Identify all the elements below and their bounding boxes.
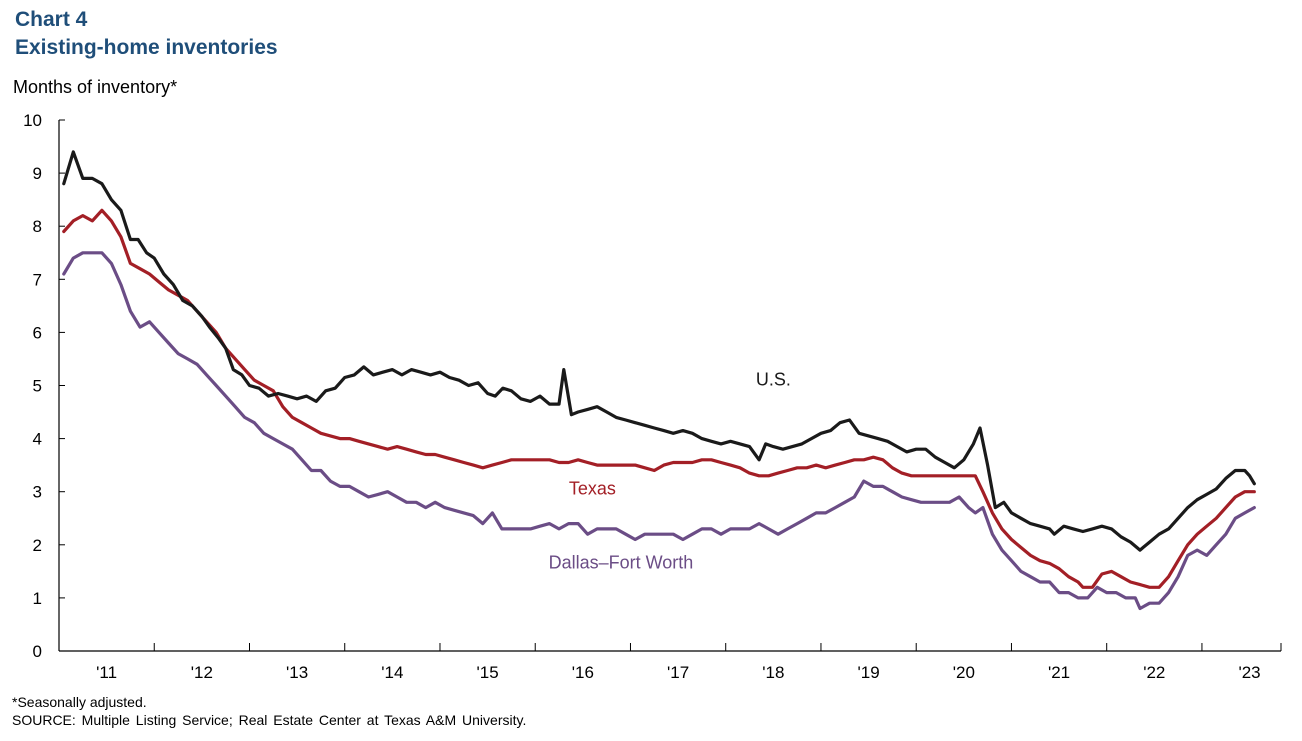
y-tick-label: 9 [33, 164, 42, 183]
y-tick-label: 6 [33, 323, 42, 342]
annotation-us: U.S. [756, 370, 791, 390]
x-tick-label: '21 [1048, 663, 1070, 682]
annotation-dfw: Dallas–Fort Worth [549, 553, 694, 573]
y-axis-label: Months of inventory* [13, 77, 177, 97]
x-tick-label: '14 [381, 663, 403, 682]
x-tick-label: '23 [1238, 663, 1260, 682]
y-tick-label: 4 [33, 430, 42, 449]
chart-title: Existing-home inventories [15, 36, 278, 59]
series-annotations: U.S. Texas Dallas–Fort Worth [549, 370, 791, 573]
series-line-dfw [62, 251, 1256, 611]
chart-title-block: Chart 4 Existing-home inventories [15, 6, 278, 62]
x-tick-label: '19 [858, 663, 880, 682]
series-lines [62, 150, 1256, 611]
x-tick-label: '16 [572, 663, 594, 682]
y-tick-label: 8 [33, 217, 42, 236]
source-note: SOURCE: Multiple Listing Service; Real E… [12, 712, 527, 728]
footnote: *Seasonally adjusted. [12, 694, 147, 710]
x-tick-label: '11 [96, 663, 117, 682]
x-tick-label: '17 [667, 663, 689, 682]
y-tick-label: 1 [33, 589, 42, 608]
chart-number: Chart 4 [15, 8, 88, 31]
series-line-us [62, 150, 1256, 552]
x-tick-label: '13 [286, 663, 308, 682]
y-tick-label: 10 [23, 111, 42, 130]
y-tick-label: 0 [33, 642, 42, 661]
x-tick-label: '15 [477, 663, 499, 682]
x-tick-label: '22 [1143, 663, 1165, 682]
annotation-texas: Texas [569, 478, 616, 498]
y-tick-label: 2 [33, 536, 42, 555]
y-tick-label: 7 [33, 270, 42, 289]
x-tick-label: '18 [762, 663, 784, 682]
series-line-texas [62, 208, 1256, 589]
x-tick-label: '12 [191, 663, 213, 682]
x-tick-label: '20 [953, 663, 975, 682]
axes: 0 1 2 3 4 5 6 7 8 9 10 '11 '12 '13 '14 '15 '16 '17 '18 '19 '… [23, 111, 1282, 682]
y-tick-label: 5 [33, 377, 42, 396]
footer: *Seasonally adjusted. SOURCE: Multiple L… [12, 693, 526, 729]
y-tick-label: 3 [33, 483, 42, 502]
